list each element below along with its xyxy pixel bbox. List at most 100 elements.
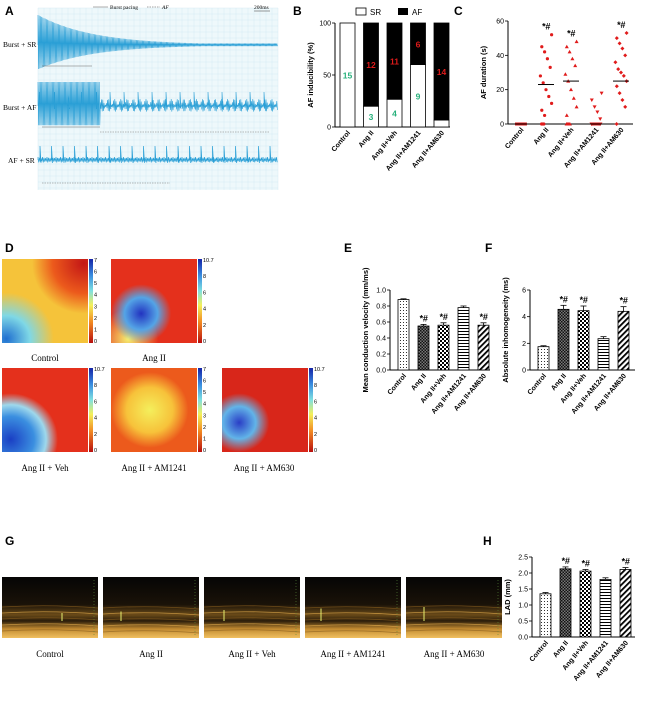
bar-ang-ii-veh: [437, 324, 450, 371]
point-ang-ii-veh: [573, 63, 578, 68]
bar-ang-ii-am630: [477, 324, 490, 371]
y-tick-label: 2.5: [518, 555, 528, 562]
point-ang-ii-am1241: [595, 110, 600, 114]
panel-label-f: F: [485, 241, 492, 255]
point-ang-ii-veh: [567, 49, 572, 54]
echo-band: [1, 617, 99, 621]
map-scale-tick: 7: [203, 367, 206, 373]
point-ang-ii-veh: [567, 122, 572, 126]
echo-label-ang-ii-am1241: Ang II + AM1241: [320, 649, 385, 659]
significance-ang-ii-veh: *#: [439, 312, 448, 322]
y-tick-label: 0.6: [376, 320, 386, 327]
point-ang-ii-veh: [574, 39, 579, 44]
point-ang-ii-veh: [569, 87, 573, 92]
panel-a-traces: Burst pacing AF 200ms Burst + SR Burst +…: [3, 5, 279, 190]
bar-ang-ii-am1241: [599, 579, 612, 638]
map-scale-tick: 6: [203, 379, 206, 385]
point-ang-ii-am1241: [589, 98, 594, 102]
bar-ang-ii-veh: [577, 310, 590, 371]
echo-band: [102, 612, 200, 616]
count-label-af-ang-ii-veh: 11: [390, 57, 399, 67]
echo-band: [304, 630, 402, 634]
echo-image-ang-ii-am630: [405, 577, 503, 638]
echo-band: [405, 611, 503, 615]
panel-label-a: A: [5, 4, 14, 18]
echo-band: [1, 629, 99, 633]
point-ang-ii: [547, 94, 551, 99]
significance-ang-ii-veh: *#: [579, 295, 588, 305]
map-ang-ii-am630: [222, 368, 313, 452]
map-scale-tick: 6: [203, 290, 206, 296]
legend-burst-label: Burst pacing: [110, 5, 138, 11]
map-scale-tick: 7: [94, 258, 97, 264]
point-ang-ii-am630: [623, 53, 628, 58]
bar-af-ang-ii: [363, 22, 379, 107]
map-scale-bar-ang-ii-veh: [89, 368, 93, 452]
x-tick-label-control: Control: [331, 130, 352, 154]
map-scale-tick: 4: [203, 307, 206, 313]
legend-swatch-sr: [355, 7, 367, 16]
map-scale-tick: 4: [203, 402, 206, 408]
y-tick-label: 0: [327, 125, 331, 132]
map-scale-tick: 8: [94, 383, 97, 389]
point-ang-ii-am1241: [598, 117, 603, 121]
echo-band: [203, 623, 301, 627]
y-axis-label-h: LAD (mm): [503, 579, 512, 615]
y-tick-label: 0.4: [376, 336, 386, 343]
x-tick-label-control: Control: [529, 640, 550, 664]
bar-ang-ii-veh: [579, 570, 592, 638]
map-scale-tick: 1: [94, 327, 97, 333]
y-tick-label: 0.0: [376, 368, 386, 375]
map-scale-ticks: 7 6 5 4 3 2 1 0 10.7 8 6 4 2 0 10.7 8 6 4 2 0 7 6 5 4 3 2 1 0 10.7 8 6…: [94, 258, 325, 454]
panel-d-maps: 7 6 5 4 3 2 1 0 10.7 8 6 4 2 0 10.7 8 6 4 2 0 7 6 5 4 3 2 1 0 10.7 8 6…: [2, 258, 325, 473]
panel-label-d: D: [5, 241, 14, 255]
chart-absolute-inhomogeneity: 0 2 4 6 Absolute inhomogeneity (ms) *# *# *# Con…: [501, 277, 635, 416]
map-label-ang-ii-veh: Ang II + Veh: [21, 463, 69, 473]
map-scale-tick: 0: [314, 448, 317, 454]
echo-band: [304, 624, 402, 628]
map-scale-bar-ang-ii: [198, 259, 202, 343]
map-scale-tick: 3: [203, 413, 206, 419]
echo-band: [1, 611, 99, 615]
y-tick-label: 2.0: [518, 571, 528, 578]
x-tick-label-ang-ii: Ang II: [410, 373, 428, 392]
map-scale-tick: 6: [314, 399, 317, 405]
panel-label-h: H: [483, 534, 492, 548]
y-tick-label: 0: [522, 368, 526, 375]
map-ang-ii-veh: [2, 368, 93, 452]
bar-ang-ii-am630: [617, 310, 630, 371]
echo-band: [203, 617, 301, 621]
x-tick-label-ang-ii: Ang II: [552, 640, 570, 659]
point-ang-ii-am630: [614, 36, 619, 41]
map-scale-tick: 10.7: [203, 258, 214, 264]
echo-background: [204, 577, 300, 638]
panel-label-b: B: [293, 4, 302, 18]
point-ang-ii: [543, 50, 547, 54]
point-ang-ii-am630: [613, 60, 618, 65]
echo-background: [2, 577, 98, 638]
point-ang-ii-veh: [571, 96, 576, 100]
map-scale-tick: 8: [314, 383, 317, 389]
echo-band: [405, 617, 503, 621]
bar-af-ang-ii-veh: [386, 22, 403, 100]
scale-bar-label: 200ms: [254, 5, 269, 11]
echo-band: [203, 629, 301, 633]
significance-ang-ii: *#: [561, 556, 570, 566]
significance-ang-ii-am630: *#: [621, 557, 630, 567]
point-ang-ii-am630: [614, 122, 619, 126]
y-tick-label: 0.0: [518, 635, 528, 642]
bar-af-ang-ii-am630: [433, 22, 450, 121]
map-scale-tick: 1: [203, 436, 206, 442]
bar-ang-ii: [559, 568, 572, 638]
row-label-burst-af: Burst + AF: [3, 103, 36, 112]
y-axis-label-e: Mean conduction velocity (mm/ms): [361, 267, 370, 393]
map-label-control: Control: [31, 353, 59, 363]
y-axis-label-b: AF inducibility (%): [306, 42, 315, 108]
map-scale-tick: 2: [314, 432, 317, 438]
y-tick-label: 6: [522, 288, 526, 295]
row-label-af-sr: AF + SR: [8, 156, 35, 165]
echo-band: [102, 606, 200, 610]
map-scale-tick: 0: [94, 339, 97, 345]
point-ang-ii: [550, 101, 554, 105]
bar-control: [397, 299, 410, 371]
